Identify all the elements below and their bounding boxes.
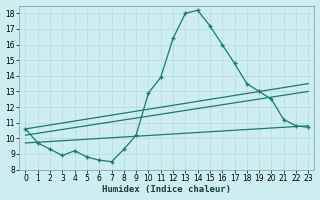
X-axis label: Humidex (Indice chaleur): Humidex (Indice chaleur) xyxy=(102,185,231,194)
